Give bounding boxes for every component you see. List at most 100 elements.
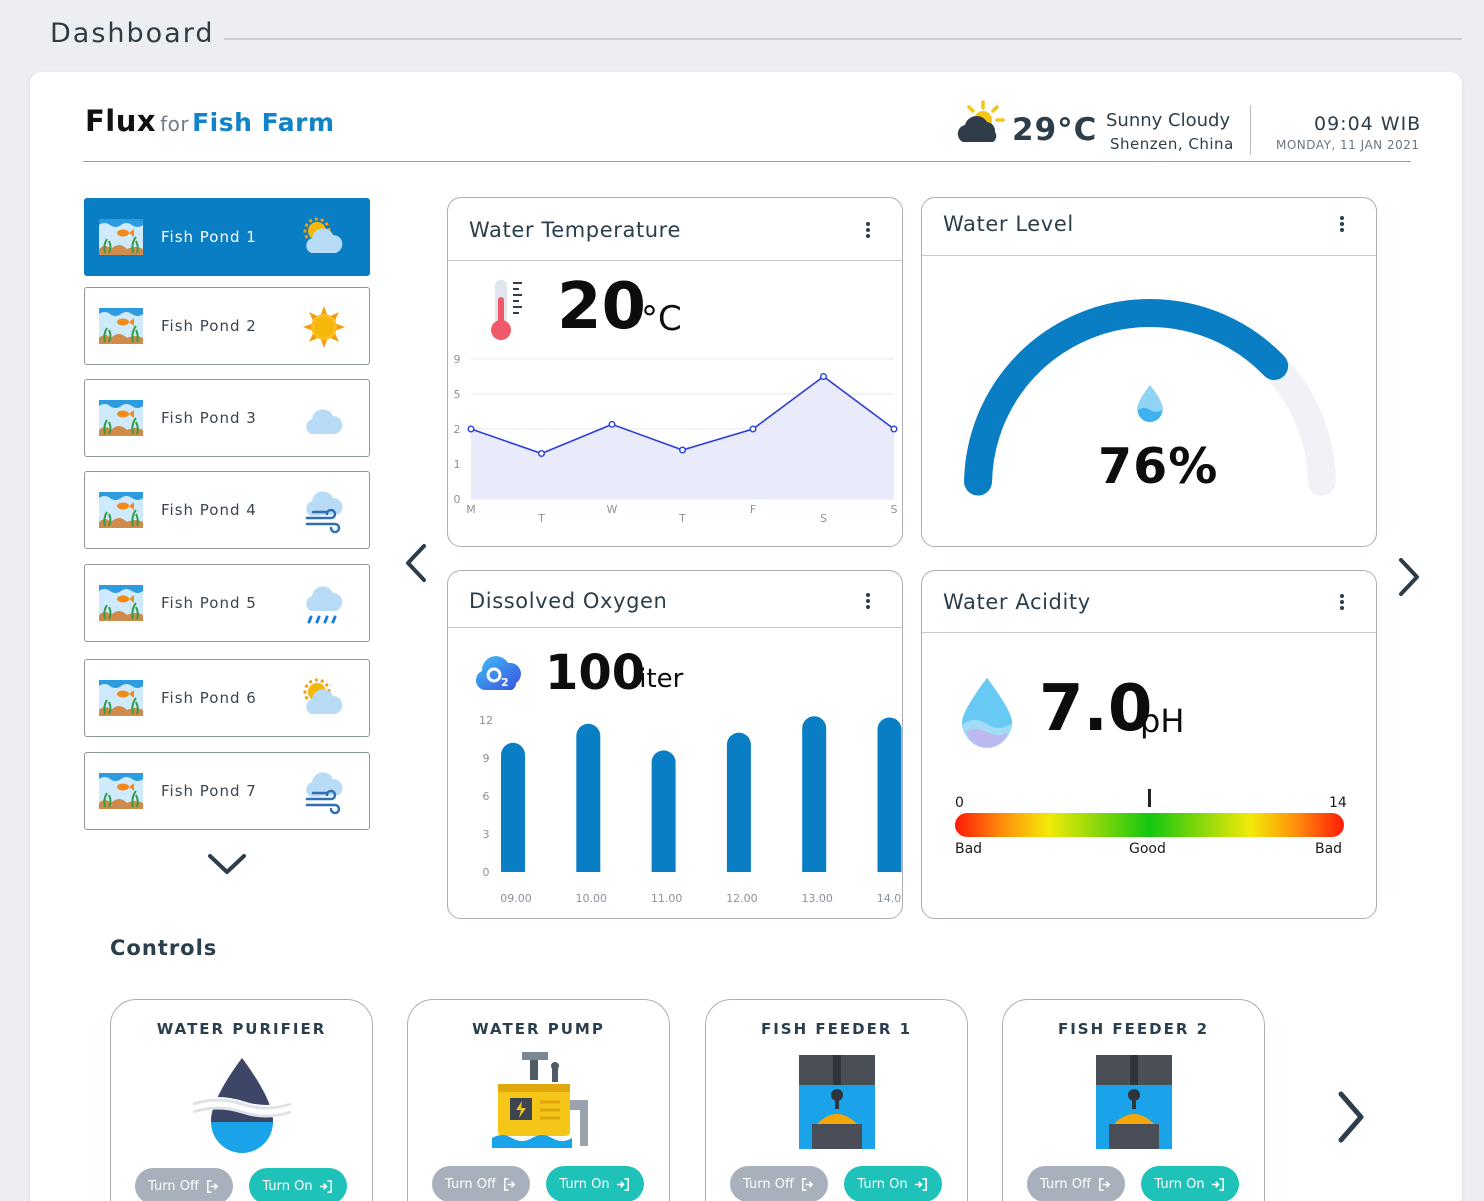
bar	[726, 732, 751, 872]
widget-title: Water Temperature	[469, 218, 681, 242]
pond-item[interactable]: Fish Pond 6	[84, 659, 370, 737]
x-tick-label: W	[607, 503, 618, 516]
x-tick-label: M	[466, 503, 476, 516]
oxygen-bar-chart: 0 3 6 9 12 09.00 10.00 11.00 12.00 13.00 14.00	[479, 714, 902, 905]
bar	[576, 723, 601, 872]
y-tick-label: 9	[483, 752, 490, 765]
y-tick-label: 0	[483, 866, 490, 879]
y-tick-label: 3	[483, 828, 490, 841]
fish-pond-icon	[99, 400, 143, 436]
more-options-icon[interactable]	[1337, 216, 1347, 236]
data-point	[608, 420, 616, 428]
windy-cloud-icon	[305, 772, 343, 815]
control-title: WATER PURIFIER	[156, 1020, 327, 1038]
chevron-right-icon[interactable]	[1395, 556, 1423, 598]
x-tick-label: S	[891, 503, 898, 516]
chevron-down-icon[interactable]	[206, 848, 248, 880]
more-options-icon[interactable]	[863, 222, 873, 242]
temperature-line-chart: 0 1 2 5 9 M T W T F S S	[454, 353, 898, 525]
water-drop-icon	[1137, 385, 1163, 422]
chevron-left-icon[interactable]	[402, 542, 430, 584]
chevron-right-icon[interactable]	[1335, 1090, 1367, 1144]
fish-pond-icon	[99, 585, 143, 621]
fish-pond-icon	[99, 219, 143, 255]
widget-title: Water Acidity	[943, 590, 1091, 614]
login-icon	[616, 1177, 629, 1191]
pond-item[interactable]: Fish Pond 2	[84, 287, 370, 365]
turn-on-button[interactable]: Turn On	[546, 1166, 644, 1201]
bar	[651, 750, 676, 872]
gauge-fill	[964, 299, 1289, 496]
fish-pond-icon	[99, 492, 143, 528]
pond-item[interactable]: Fish Pond 7	[84, 752, 370, 830]
fish-pond-icon	[99, 308, 143, 344]
data-point	[749, 425, 757, 433]
title-divider	[224, 38, 1462, 40]
bar	[802, 716, 827, 872]
more-options-icon[interactable]	[1337, 594, 1347, 614]
ph-label-bad-right: Bad	[1315, 841, 1343, 857]
oxygen-unit: liter	[632, 664, 684, 694]
current-temperature: 29°C	[1012, 112, 1098, 148]
ph-scale-bar	[955, 813, 1344, 837]
pond-item[interactable]: Fish Pond 5	[84, 564, 370, 642]
brand-name: Flux	[85, 104, 157, 138]
pond-label: Fish Pond 5	[161, 594, 257, 612]
more-options-icon[interactable]	[863, 593, 873, 613]
x-tick-label: 12.00	[726, 892, 758, 905]
control-card-water-purifier: WATER PURIFIER Turn Off Turn On	[110, 999, 373, 1201]
cloud-icon	[306, 409, 343, 434]
page-title: Dashboard	[50, 18, 215, 49]
ph-label-good: Good	[1129, 841, 1166, 857]
temperature-unit: °C	[641, 299, 682, 339]
svg-text:2: 2	[501, 676, 509, 689]
fish-feeder-icon	[799, 1055, 875, 1149]
pond-label: Fish Pond 7	[161, 782, 257, 800]
pond-item[interactable]: Fish Pond 3	[84, 379, 370, 457]
pond-item[interactable]: Fish Pond 1	[84, 198, 370, 276]
pond-label: Fish Pond 4	[161, 501, 257, 519]
ph-scale-max: 14	[1329, 795, 1347, 811]
water-level-gauge	[964, 299, 1336, 496]
y-tick-label: 0	[454, 493, 461, 506]
turn-on-button[interactable]: Turn On	[249, 1168, 347, 1201]
water-level-widget: Water Level	[921, 197, 1377, 547]
pond-label: Fish Pond 3	[161, 409, 257, 427]
turn-on-button[interactable]: Turn On	[844, 1166, 942, 1201]
y-tick-label: 2	[454, 423, 461, 436]
fish-feeder-icon	[1096, 1055, 1172, 1149]
current-time: 09:04 WIB	[1314, 113, 1422, 135]
data-point	[820, 373, 828, 381]
weather-location: Shenzen, China	[1110, 135, 1234, 153]
control-title: WATER PUMP	[472, 1020, 605, 1038]
widget-divider	[922, 632, 1376, 633]
x-tick-label: T	[537, 512, 545, 525]
control-card-water-pump: WATER PUMP Turn Off Turn On	[407, 999, 670, 1201]
control-title: FISH FEEDER 2	[1057, 1020, 1210, 1038]
header-divider	[83, 161, 1411, 162]
temperature-value: 20	[557, 270, 647, 344]
x-tick-label: S	[820, 512, 827, 525]
brand-logo: Flux for Fish Farm	[85, 104, 335, 138]
widget-divider	[922, 255, 1376, 256]
rain-cloud-icon	[306, 586, 343, 624]
login-icon	[914, 1177, 927, 1191]
pond-label: Fish Pond 1	[161, 228, 257, 246]
bar	[501, 742, 525, 872]
turn-off-button[interactable]: Turn Off	[432, 1166, 530, 1201]
oxygen-cloud-icon: 2	[475, 656, 521, 690]
turn-on-button[interactable]: Turn On	[1141, 1166, 1239, 1201]
login-icon	[1211, 1177, 1224, 1191]
sunny-cloudy-icon	[303, 678, 343, 714]
x-tick-label: 09.00	[500, 892, 532, 905]
control-title: FISH FEEDER 1	[760, 1020, 913, 1038]
windy-cloud-icon	[305, 491, 343, 534]
ph-value: 7.0	[1039, 672, 1153, 746]
data-point	[537, 449, 545, 457]
turn-off-button[interactable]: Turn Off	[730, 1166, 828, 1201]
turn-off-button[interactable]: Turn Off	[135, 1168, 233, 1201]
oxygen-value: 100	[545, 645, 646, 701]
pond-item[interactable]: Fish Pond 4	[84, 471, 370, 549]
turn-off-button[interactable]: Turn Off	[1027, 1166, 1125, 1201]
control-card-fish-feeder-2: FISH FEEDER 2 Turn Off Turn On	[1002, 999, 1265, 1201]
